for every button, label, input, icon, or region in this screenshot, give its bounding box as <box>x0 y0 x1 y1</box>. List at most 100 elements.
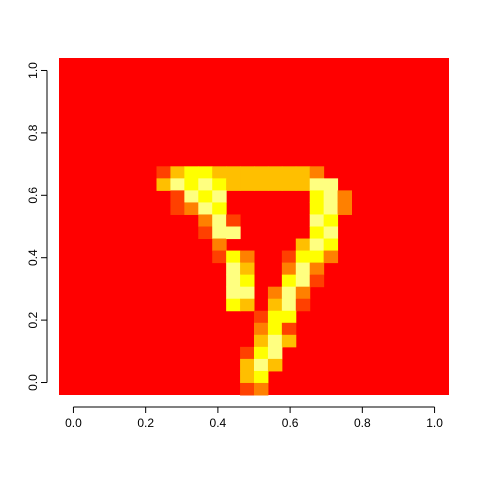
heatmap-cell <box>240 382 255 396</box>
heatmap-cell <box>226 166 241 179</box>
heatmap-cell <box>226 286 241 300</box>
heatmap-cell <box>240 286 255 300</box>
heatmap-cell <box>184 190 199 203</box>
heatmap-cell <box>212 226 227 240</box>
heatmap-cells <box>59 58 449 396</box>
heatmap-cell <box>323 226 339 240</box>
heatmap-cell <box>295 166 311 179</box>
heatmap-cell <box>281 298 297 312</box>
heatmap-cell <box>267 286 283 300</box>
heatmap-cell <box>254 178 269 191</box>
heatmap-cell <box>309 178 325 191</box>
heatmap-cell <box>212 238 227 252</box>
y-tick-label: 0.4 <box>26 249 40 266</box>
heatmap-cell <box>267 334 283 348</box>
heatmap-cell <box>156 166 171 179</box>
heatmap-cell <box>212 202 227 215</box>
heatmap-cell <box>240 298 255 312</box>
heatmap-cell <box>323 190 339 203</box>
heatmap-cell <box>281 322 297 336</box>
heatmap-cell <box>281 166 297 179</box>
heatmap-cell <box>309 190 325 203</box>
heatmap-cell <box>198 178 213 191</box>
heatmap-cell <box>267 346 283 360</box>
heatmap-cell <box>254 166 269 179</box>
heatmap-cell <box>226 214 241 227</box>
x-tick-label: 0.0 <box>65 416 82 430</box>
heatmap-cell <box>323 238 339 252</box>
heatmap-cell <box>323 178 339 191</box>
y-tick-label: 0.8 <box>26 124 40 141</box>
y-tick-label: 0.2 <box>26 311 40 328</box>
heatmap-cell <box>240 262 255 276</box>
heatmap-cell <box>295 262 311 276</box>
heatmap-cell <box>212 178 227 191</box>
heatmap-cell <box>281 178 297 191</box>
heatmap-cell <box>281 310 297 324</box>
y-tick-label: 0.0 <box>26 374 40 391</box>
heatmap-cell <box>295 238 311 252</box>
heatmap-cell <box>323 250 339 264</box>
heatmap-cell <box>309 238 325 252</box>
heatmap-cell <box>254 370 269 384</box>
heatmap-cell <box>226 298 241 312</box>
heatmap-cell <box>337 202 352 215</box>
heatmap-cell <box>226 274 241 288</box>
heatmap-cell <box>254 310 269 324</box>
heatmap-cell <box>184 178 199 191</box>
heatmap-cell <box>295 298 311 312</box>
heatmap-cell <box>212 250 227 264</box>
heatmap-cell <box>240 178 255 191</box>
heatmap-cell <box>267 166 283 179</box>
heatmap-cell <box>281 250 297 264</box>
x-tick-label: 1.0 <box>426 416 443 430</box>
heatmap-cell <box>309 274 325 288</box>
heatmap-cell <box>254 358 269 372</box>
heatmap-cell <box>240 274 255 288</box>
heatmap-cell <box>212 190 227 203</box>
heatmap-cell <box>170 166 185 179</box>
heatmap-cell <box>226 250 241 264</box>
heatmap-cell <box>281 274 297 288</box>
heatmap-cell <box>170 178 185 191</box>
heatmap-cell <box>309 166 325 179</box>
heatmap-cell <box>281 262 297 276</box>
x-tick-label: 0.6 <box>282 416 299 430</box>
heatmap-cell <box>226 226 241 240</box>
heatmap-cell <box>337 190 352 203</box>
heatmap-cell <box>198 190 213 203</box>
heatmap-cell <box>226 178 241 191</box>
heatmap-cell <box>240 250 255 264</box>
y-tick-label: 0.6 <box>26 187 40 204</box>
x-tick-label: 0.2 <box>137 416 154 430</box>
heatmap-cell <box>254 322 269 336</box>
heatmap-cell <box>295 286 311 300</box>
heatmap-cell <box>323 214 339 227</box>
axes: 0.0 0.2 0.4 0.6 0.8 1.0 0.0 0.2 0.4 0.6 0.8 1.0 <box>26 62 443 430</box>
heatmap-cell <box>254 382 269 396</box>
heatmap-cell <box>198 202 213 215</box>
heatmap-cell <box>267 358 283 372</box>
heatmap-cell <box>281 334 297 348</box>
y-tick-label: 1.0 <box>26 62 40 79</box>
heatmap-cell <box>254 346 269 360</box>
heatmap-cell <box>295 178 311 191</box>
heatmap-cell <box>184 166 199 179</box>
heatmap-cell <box>198 226 213 240</box>
heatmap-cell <box>267 322 283 336</box>
heatmap-cell <box>170 202 185 215</box>
heatmap-cell <box>267 178 283 191</box>
heatmap-cell <box>309 226 325 240</box>
heatmap-cell <box>156 178 171 191</box>
heatmap-cell <box>323 202 339 215</box>
heatmap-cell <box>281 286 297 300</box>
heatmap-cell <box>240 346 255 360</box>
heatmap-cell <box>309 202 325 215</box>
x-tick-label: 0.8 <box>354 416 371 430</box>
heatmap-cell <box>198 214 213 227</box>
heatmap-cell <box>240 370 255 384</box>
heatmap-cell <box>184 202 199 215</box>
heatmap-cell <box>226 262 241 276</box>
heatmap-cell <box>267 298 283 312</box>
